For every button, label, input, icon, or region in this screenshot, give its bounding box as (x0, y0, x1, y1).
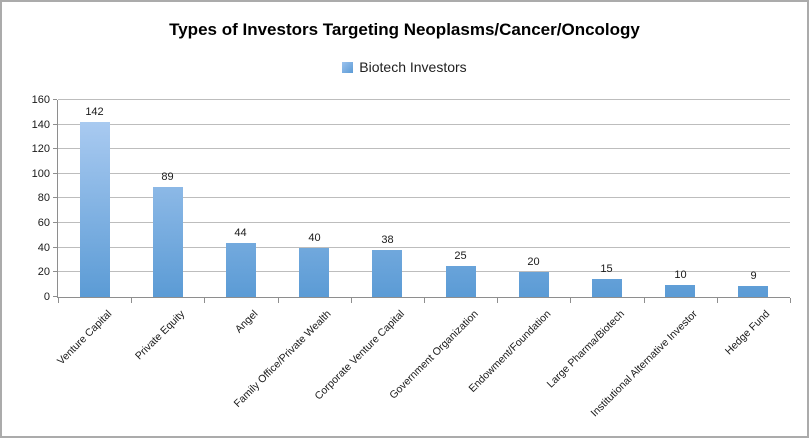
y-axis-label: 20 (37, 266, 50, 278)
y-axis-label: 60 (37, 217, 50, 229)
x-axis-tick (424, 298, 425, 303)
bar-value-label: 20 (527, 256, 540, 268)
y-axis-tick (53, 148, 57, 149)
y-axis-label: 100 (31, 168, 50, 180)
gridline (58, 99, 790, 100)
legend: Biotech Investors (2, 59, 807, 75)
bar-6 (446, 266, 476, 297)
y-axis-tick (53, 271, 57, 272)
x-axis-tick (717, 298, 718, 303)
category-label: Venture Capital (55, 308, 115, 368)
bar-9 (665, 285, 695, 297)
y-axis-label: 40 (37, 242, 50, 254)
gridline (58, 271, 790, 272)
bar-8 (592, 279, 622, 297)
y-axis-tick (53, 173, 57, 174)
y-axis-label: 0 (43, 291, 50, 303)
gridline (58, 148, 790, 149)
bar-5 (372, 250, 402, 297)
bar-value-label: 44 (234, 227, 247, 239)
y-axis-tick (53, 124, 57, 125)
legend-label: Biotech Investors (359, 59, 467, 75)
category-label: Private Equity (133, 308, 188, 363)
x-axis-tick (497, 298, 498, 303)
chart-title: Types of Investors Targeting Neoplasms/C… (169, 20, 640, 39)
bar-value-label: 89 (161, 171, 174, 183)
gridline (58, 222, 790, 223)
bar-value-label: 40 (308, 232, 321, 244)
gridline (58, 124, 790, 125)
y-axis-label: 140 (31, 119, 50, 131)
y-axis-label: 160 (31, 94, 50, 106)
x-axis-tick (644, 298, 645, 303)
bar-1 (80, 122, 110, 297)
y-axis-label: 120 (31, 143, 50, 155)
y-axis-label: 80 (37, 192, 50, 204)
bar-value-label: 142 (85, 106, 104, 118)
bar-3 (226, 243, 256, 297)
x-axis-tick (278, 298, 279, 303)
x-axis-tick (351, 298, 352, 303)
plot-area: 0 20 40 60 80 100 120 140 160 142 89 44 40 38 25 20 15 10… (32, 94, 791, 303)
x-axis-tick (570, 298, 571, 303)
y-axis-tick (53, 247, 57, 248)
bar-7 (519, 272, 549, 297)
bar-value-label: 10 (674, 269, 687, 281)
y-axis-tick (53, 197, 57, 198)
x-axis-tick (58, 298, 59, 303)
y-axis-tick (53, 222, 57, 223)
bar-value-label: 15 (600, 263, 613, 275)
bar-2 (153, 187, 183, 297)
y-axis-tick (53, 99, 57, 100)
gridline (58, 173, 790, 174)
x-axis-tick (204, 298, 205, 303)
category-axis-labels: Venture Capital Private Equity Angel Family… (55, 299, 789, 436)
bar-value-label: 25 (454, 250, 467, 262)
category-label: Angel (233, 308, 261, 336)
category-label: Hedge Fund (723, 308, 773, 358)
gridline (58, 247, 790, 248)
category-label: Endowment/Foundation (466, 308, 554, 395)
bar-value-label: 9 (750, 270, 757, 282)
bar-value-label: 38 (381, 234, 394, 246)
x-axis-tick (131, 298, 132, 303)
y-axis-tick (53, 296, 57, 297)
bar-4 (299, 248, 329, 297)
x-axis-tick (790, 298, 791, 303)
gridline (58, 197, 790, 198)
category-label: Large Pharma/Biotech (544, 308, 627, 391)
legend-swatch-icon (342, 61, 354, 73)
bar-10 (738, 286, 768, 297)
